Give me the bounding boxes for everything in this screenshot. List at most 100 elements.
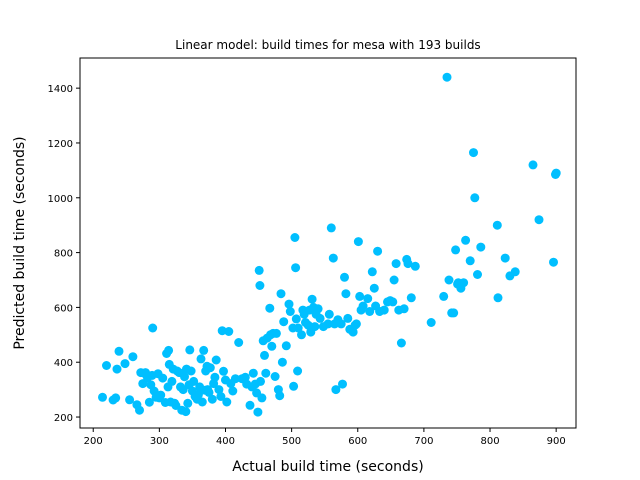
data-point — [183, 398, 193, 408]
data-point — [204, 387, 214, 397]
data-point — [125, 395, 135, 405]
data-point — [224, 327, 234, 336]
plot-frame — [79, 57, 577, 429]
data-point — [248, 368, 258, 378]
data-point — [451, 245, 461, 255]
data-point — [396, 338, 406, 348]
data-point — [389, 275, 399, 285]
x-tick-label: 400 — [216, 436, 235, 447]
x-tick-label: 800 — [480, 436, 499, 447]
data-point — [214, 385, 224, 395]
data-point — [353, 237, 363, 247]
data-point — [444, 275, 454, 285]
data-point — [465, 256, 475, 266]
x-tick-label: 700 — [414, 436, 433, 447]
y-tick-label: 1200 — [48, 139, 73, 150]
data-point — [128, 352, 138, 362]
data-point — [112, 364, 122, 374]
data-point — [459, 278, 469, 288]
data-point — [228, 386, 238, 396]
data-point — [275, 391, 285, 401]
data-point — [181, 407, 191, 417]
data-point — [291, 314, 301, 324]
data-point — [156, 390, 166, 400]
data-point — [324, 309, 334, 319]
data-point — [476, 242, 486, 252]
data-point — [399, 304, 409, 314]
data-point — [461, 235, 471, 245]
y-tick-label: 600 — [54, 303, 73, 314]
data-point — [307, 294, 317, 304]
data-point — [406, 293, 416, 303]
data-point — [245, 400, 255, 410]
data-point — [403, 259, 413, 269]
data-point — [365, 307, 375, 316]
data-point — [256, 376, 265, 386]
data-point — [336, 319, 346, 329]
data-point — [348, 327, 358, 337]
data-point — [216, 392, 226, 401]
data-point — [120, 359, 130, 369]
data-point — [199, 345, 209, 355]
data-point — [284, 299, 294, 309]
data-point — [279, 317, 289, 327]
data-point — [293, 323, 303, 333]
data-point — [180, 372, 189, 382]
data-point — [98, 392, 107, 402]
data-point — [315, 313, 325, 323]
data-point — [551, 168, 561, 178]
data-point — [207, 394, 217, 404]
data-point — [144, 397, 154, 407]
data-point — [373, 246, 383, 256]
data-point — [285, 307, 295, 316]
data-point — [222, 397, 232, 407]
data-point — [469, 148, 478, 158]
data-point — [326, 223, 336, 233]
data-point — [230, 374, 240, 384]
data-point — [257, 393, 267, 403]
y-tick-label: 800 — [54, 249, 73, 260]
data-point — [260, 350, 269, 360]
data-point — [281, 341, 291, 351]
y-tick-label: 1400 — [48, 84, 73, 95]
data-point — [148, 323, 158, 333]
data-point — [528, 160, 538, 170]
x-tick-label: 500 — [282, 436, 301, 447]
data-point — [189, 376, 199, 386]
data-point — [205, 363, 215, 373]
data-point — [297, 330, 306, 340]
data-point — [261, 368, 271, 378]
data-point — [369, 283, 379, 293]
data-point — [255, 281, 265, 290]
data-point — [470, 193, 480, 203]
x-tick-label: 200 — [84, 436, 103, 447]
data-point — [338, 379, 347, 389]
data-point — [196, 354, 206, 364]
data-point — [270, 372, 280, 381]
data-point — [253, 407, 263, 417]
data-point — [363, 294, 373, 304]
data-point — [293, 366, 303, 376]
data-point — [197, 397, 207, 407]
data-point — [178, 385, 188, 395]
data-point — [271, 328, 281, 338]
data-point — [388, 297, 398, 307]
y-tick-label: 400 — [54, 358, 73, 369]
data-point — [367, 267, 377, 277]
data-point — [164, 345, 174, 355]
data-point — [193, 390, 203, 400]
data-point — [358, 301, 368, 311]
data-point — [351, 319, 361, 329]
data-point — [510, 267, 520, 277]
data-point — [289, 381, 299, 391]
data-point — [185, 345, 195, 355]
data-point — [291, 263, 301, 273]
y-tick-label: 200 — [54, 413, 73, 424]
x-tick-label: 300 — [150, 436, 169, 447]
data-point — [217, 326, 227, 336]
data-point — [234, 338, 244, 347]
data-point — [265, 303, 275, 313]
data-point — [219, 366, 228, 376]
data-point — [114, 346, 124, 356]
